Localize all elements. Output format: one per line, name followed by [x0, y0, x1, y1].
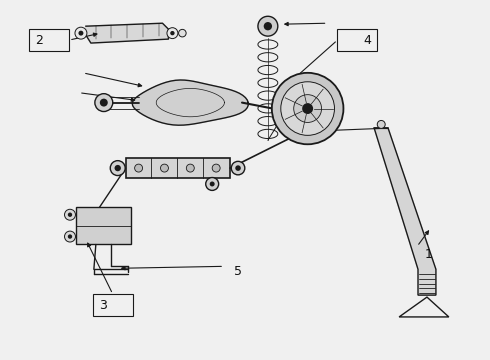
Circle shape — [302, 103, 313, 114]
Circle shape — [135, 164, 143, 172]
Circle shape — [258, 16, 278, 36]
Circle shape — [231, 161, 245, 175]
Bar — [29, 29, 69, 51]
Circle shape — [75, 27, 87, 39]
Circle shape — [210, 181, 215, 186]
Bar — [338, 29, 377, 51]
Circle shape — [281, 82, 335, 135]
Circle shape — [115, 165, 121, 171]
Circle shape — [95, 94, 113, 112]
Circle shape — [167, 28, 178, 39]
Circle shape — [294, 95, 321, 122]
Circle shape — [272, 73, 343, 144]
Polygon shape — [132, 80, 248, 125]
Circle shape — [100, 99, 108, 107]
Polygon shape — [86, 23, 169, 43]
Circle shape — [161, 164, 169, 172]
Circle shape — [377, 121, 385, 129]
Bar — [93, 294, 133, 316]
Circle shape — [264, 22, 272, 30]
Circle shape — [206, 177, 219, 190]
Polygon shape — [374, 129, 436, 295]
Bar — [125, 158, 230, 178]
Circle shape — [65, 209, 75, 220]
Circle shape — [235, 165, 241, 171]
Text: 5: 5 — [234, 265, 242, 278]
Text: 1: 1 — [425, 248, 433, 261]
Circle shape — [186, 164, 195, 172]
Circle shape — [78, 31, 83, 36]
Text: 3: 3 — [99, 298, 107, 311]
Text: 4: 4 — [364, 33, 371, 46]
Circle shape — [65, 231, 75, 242]
Circle shape — [68, 212, 72, 217]
Circle shape — [110, 161, 125, 176]
Circle shape — [178, 30, 186, 37]
Text: 2: 2 — [35, 33, 43, 46]
Circle shape — [212, 164, 220, 172]
Circle shape — [68, 234, 72, 239]
Circle shape — [170, 31, 174, 35]
Bar — [76, 207, 131, 244]
